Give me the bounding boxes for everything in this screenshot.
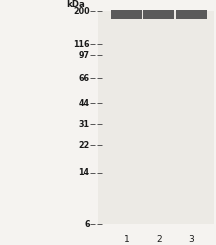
Bar [98,11,214,224]
Text: kDa: kDa [67,0,85,9]
Text: 6: 6 [84,220,90,229]
Text: 22: 22 [78,141,90,150]
Text: 2: 2 [156,235,162,244]
Text: 31: 31 [79,120,90,129]
Text: 66: 66 [79,74,90,83]
Text: 14: 14 [79,168,90,177]
Text: 44: 44 [79,98,90,108]
Bar [143,10,174,19]
Bar [176,10,207,19]
Text: 116: 116 [73,40,90,49]
Text: 200: 200 [73,7,90,15]
Text: 3: 3 [188,235,194,244]
Bar [111,10,142,19]
Text: 1: 1 [124,235,129,244]
Text: 97: 97 [79,50,90,60]
